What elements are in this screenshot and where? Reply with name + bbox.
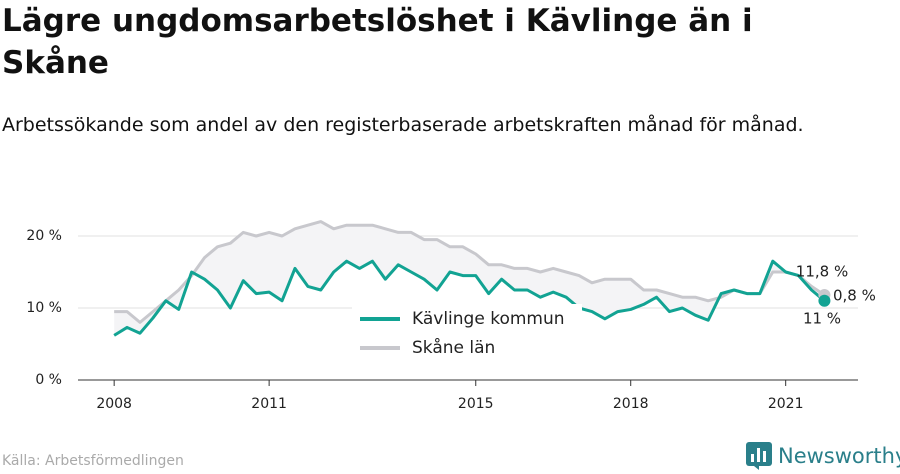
legend-label: Skåne län [412, 337, 495, 358]
chart-subtitle: Arbetssökande som andel av den registerb… [2, 114, 804, 136]
x-tick-label: 2008 [96, 396, 132, 412]
legend-label: Kävlinge kommun [412, 309, 565, 329]
source: Källa: Arbetsförmedlingen [2, 453, 184, 469]
annotation: 11,8 % [796, 263, 848, 281]
x-tick-label: 2021 [768, 396, 804, 412]
brand-name: Newsworthy [778, 444, 900, 468]
chart-title: Lägre ungdomsarbetslöshet i Kävlinge än … [2, 3, 753, 81]
x-tick-label: 2011 [251, 396, 287, 412]
legend-box [352, 304, 582, 366]
x-tick-label: 2018 [613, 396, 649, 412]
brand-logo: Newsworthy [746, 441, 900, 471]
y-tick-label: 0 % [35, 372, 62, 388]
annotation: 11 % [803, 310, 841, 328]
brand-icon [746, 442, 772, 470]
end-point [818, 294, 831, 307]
gap-area [114, 221, 825, 336]
y-tick-label: 10 % [26, 300, 62, 316]
series-line [113, 259, 826, 337]
series-line [114, 220, 826, 324]
y-tick-label: 20 % [26, 228, 62, 244]
x-tick-label: 2015 [458, 396, 494, 412]
annotation: 0,8 % [833, 287, 876, 305]
